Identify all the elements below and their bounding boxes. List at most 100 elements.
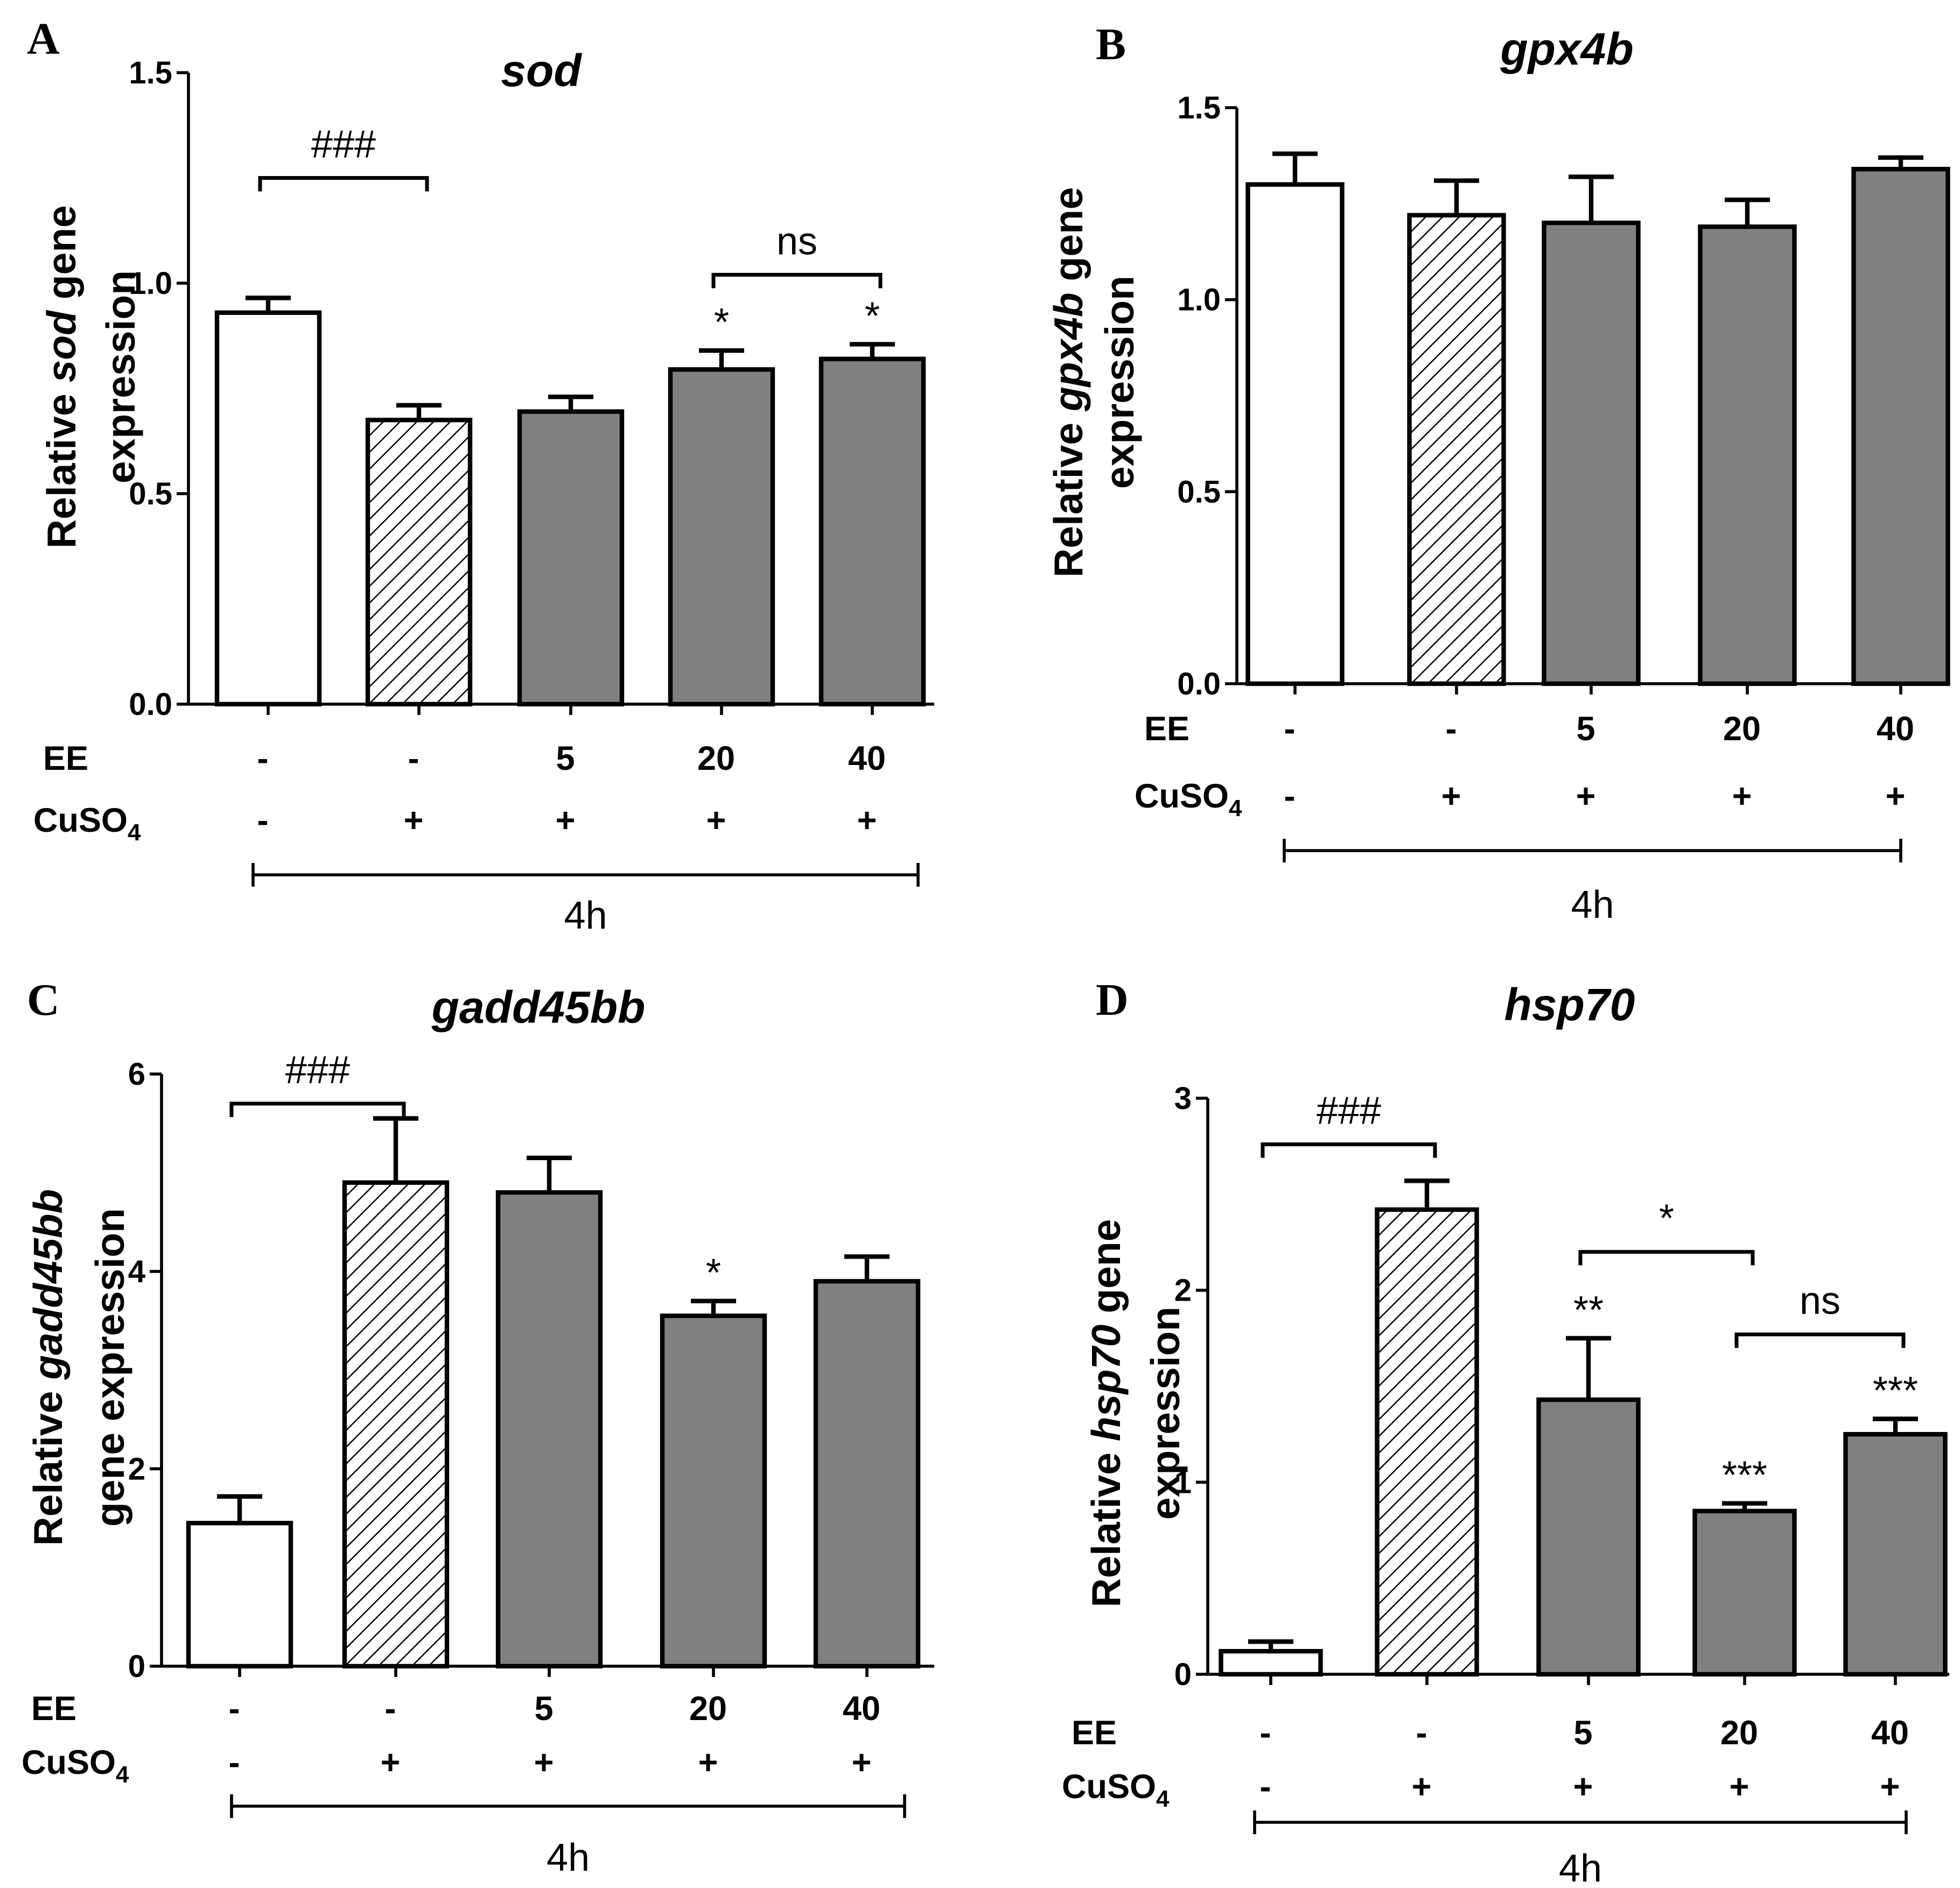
y-axis-label-part: gadd45bb — [25, 1189, 71, 1380]
time-label: 4h — [564, 894, 607, 937]
cuso4-row-label-main: CuSO — [22, 1744, 116, 1781]
cuso4-value: + — [404, 802, 424, 839]
ee-row-label: EE — [1072, 1714, 1117, 1752]
cuso4-value: + — [1732, 777, 1752, 815]
comparison-bracket — [1261, 1142, 1437, 1158]
ee-value: 20 — [689, 1690, 727, 1728]
y-axis-label-part: gene — [39, 205, 84, 311]
y-axis-label: Relative hsp70 gene — [1083, 1219, 1129, 1607]
y-axis-label-line2: gene expression — [87, 1208, 132, 1527]
ee-value: 40 — [1877, 710, 1914, 748]
bar-4 — [1698, 224, 1797, 686]
cuso4-row-label: CuSO4 — [1062, 1768, 1170, 1812]
cuso4-value: + — [556, 802, 576, 839]
time-label: 4h — [1571, 883, 1614, 927]
y-axis-label-part: Relative — [39, 382, 84, 549]
ee-value: - — [408, 740, 419, 777]
y-axis-label: Relative sod gene — [39, 205, 84, 549]
y-axis-label-part: gene — [1083, 1219, 1129, 1324]
y-axis-label-part: gene — [1046, 187, 1091, 292]
bar-3 — [1536, 1397, 1641, 1677]
ee-value: - — [385, 1690, 396, 1728]
cuso4-row-label-subscript: 4 — [1229, 795, 1242, 822]
cuso4-value: + — [381, 1744, 401, 1781]
y-tick-label: 1.0 — [1177, 283, 1221, 318]
y-tick-label: 1.5 — [1177, 90, 1221, 125]
cuso4-value: + — [1441, 777, 1461, 815]
y-tick-label: 6 — [128, 1057, 145, 1092]
ee-row-label: EE — [1144, 710, 1189, 748]
bar-2 — [365, 417, 473, 707]
time-label: 4h — [547, 1836, 590, 1879]
ee-value: 5 — [1576, 710, 1595, 748]
comparison-bracket — [711, 272, 883, 289]
time-range-line — [230, 1794, 906, 1818]
ee-value: - — [1446, 710, 1457, 748]
y-axis-label-part: hsp70 — [1083, 1324, 1129, 1441]
ee-value: 20 — [697, 740, 735, 777]
cuso4-value: + — [852, 1744, 872, 1781]
y-axis-label-part: Relative — [1083, 1441, 1129, 1608]
y-tick-label: 1 — [1174, 1465, 1192, 1500]
bar-1 — [1219, 1648, 1323, 1677]
y-axis-label-line2: expression — [98, 270, 143, 483]
bar-2 — [342, 1180, 450, 1669]
cuso4-row-label: CuSO4 — [33, 802, 141, 846]
significance-label: * — [706, 1252, 721, 1295]
cuso4-value: + — [698, 1744, 718, 1781]
cuso4-value: + — [1880, 1768, 1900, 1806]
ee-value: - — [1260, 1714, 1271, 1752]
ee-value: 5 — [556, 740, 575, 777]
cuso4-value: + — [706, 802, 726, 839]
ee-value: 5 — [1573, 1714, 1592, 1752]
bar-5 — [818, 356, 926, 707]
cuso4-row-label-main: CuSO — [33, 802, 128, 839]
ee-row-label: EE — [43, 740, 88, 777]
ee-value: - — [1416, 1714, 1427, 1752]
y-axis-label-part: Relative — [25, 1380, 71, 1546]
bar-1 — [186, 1520, 293, 1669]
cuso4-row-label-main: CuSO — [1135, 777, 1229, 815]
cuso4-row-label-main: CuSO — [1062, 1768, 1156, 1806]
ee-value: 40 — [843, 1690, 880, 1728]
y-tick-label: 0.5 — [1177, 474, 1221, 509]
significance-label: * — [865, 294, 880, 338]
cuso4-value: - — [1260, 1768, 1271, 1806]
bar-5 — [1843, 1431, 1948, 1677]
bracket-label: ns — [1800, 1280, 1840, 1323]
cuso4-row-label-subscript: 4 — [116, 1761, 129, 1788]
y-axis-label: Relative gadd45bb — [25, 1189, 71, 1546]
bar-3 — [517, 409, 625, 707]
ee-value: 20 — [1723, 710, 1761, 748]
cuso4-value: + — [1730, 1768, 1749, 1806]
ee-value: 20 — [1720, 1714, 1758, 1752]
y-tick-label: 0.0 — [1177, 666, 1221, 701]
panel-letter: C — [27, 975, 60, 1025]
time-range-line — [251, 863, 920, 887]
bar-4 — [668, 367, 775, 707]
comparison-bracket — [258, 176, 429, 192]
bar-1 — [214, 310, 322, 707]
significance-label: ** — [1573, 1289, 1604, 1332]
comparison-bracket — [1734, 1332, 1906, 1348]
time-range-line — [1253, 1810, 1908, 1834]
y-tick-label: 2 — [128, 1451, 145, 1486]
cuso4-row-label: CuSO4 — [1135, 777, 1242, 822]
cuso4-value: + — [1412, 1768, 1432, 1806]
cuso4-value: + — [1576, 777, 1596, 815]
bar-5 — [1851, 166, 1950, 686]
ee-value: - — [229, 1690, 240, 1728]
cuso4-row-label-subscript: 4 — [1156, 1786, 1170, 1812]
panel-letter: A — [27, 14, 60, 64]
chart-title: gpx4b — [1500, 24, 1633, 74]
cuso4-row-label: CuSO4 — [22, 1744, 129, 1788]
cuso4-value: + — [1573, 1768, 1593, 1806]
cuso4-value: - — [229, 1744, 240, 1781]
bar-2 — [1407, 213, 1506, 686]
cuso4-value: + — [534, 1744, 554, 1781]
y-tick-label: 0 — [1174, 1657, 1192, 1692]
y-tick-label: 1.5 — [129, 55, 172, 90]
